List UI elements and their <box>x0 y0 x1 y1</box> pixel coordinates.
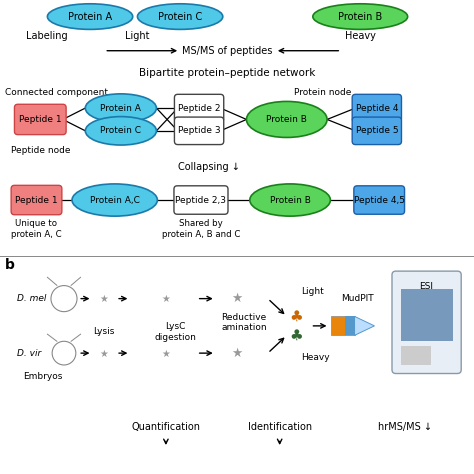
Text: LysC
digestion: LysC digestion <box>155 322 196 341</box>
FancyBboxPatch shape <box>174 94 224 122</box>
Bar <box>401 289 453 341</box>
Text: Identification: Identification <box>247 421 312 432</box>
Ellipse shape <box>85 94 156 122</box>
Text: Protein B: Protein B <box>266 115 307 124</box>
Text: $\bigstar$: $\bigstar$ <box>231 292 243 305</box>
Text: Protein C: Protein C <box>158 11 202 22</box>
Text: Peptide 2,3: Peptide 2,3 <box>175 196 227 204</box>
Text: hrMS/MS ↓: hrMS/MS ↓ <box>378 421 432 432</box>
Ellipse shape <box>250 184 330 216</box>
Text: $\bigstar$: $\bigstar$ <box>231 346 243 360</box>
Text: $\clubsuit$: $\clubsuit$ <box>289 328 303 343</box>
Text: D. vir: D. vir <box>17 349 41 357</box>
Bar <box>401 346 431 365</box>
FancyBboxPatch shape <box>174 186 228 214</box>
Text: Lysis: Lysis <box>93 328 115 336</box>
Text: Heavy: Heavy <box>345 31 376 41</box>
Text: Peptide 3: Peptide 3 <box>178 127 220 135</box>
Text: $\bigstar$: $\bigstar$ <box>161 293 171 304</box>
FancyBboxPatch shape <box>352 117 401 145</box>
Text: Quantification: Quantification <box>131 421 201 432</box>
Ellipse shape <box>137 4 223 29</box>
Text: Collapsing ↓: Collapsing ↓ <box>178 162 239 172</box>
Text: Protein C: Protein C <box>100 127 141 135</box>
Text: Light: Light <box>125 31 150 41</box>
FancyBboxPatch shape <box>354 186 405 214</box>
Text: MudPIT: MudPIT <box>342 294 374 303</box>
Ellipse shape <box>52 341 76 365</box>
Text: Light: Light <box>301 287 324 296</box>
FancyBboxPatch shape <box>352 94 401 122</box>
Ellipse shape <box>85 117 156 145</box>
Ellipse shape <box>313 4 408 29</box>
Text: Embryos: Embryos <box>23 373 63 381</box>
FancyBboxPatch shape <box>174 117 224 145</box>
Polygon shape <box>355 317 374 336</box>
Text: Peptide 2: Peptide 2 <box>178 104 220 112</box>
Text: Peptide 4: Peptide 4 <box>356 104 398 112</box>
Bar <box>345 317 355 336</box>
Text: Peptide 1: Peptide 1 <box>19 115 62 124</box>
Ellipse shape <box>246 101 327 137</box>
Ellipse shape <box>51 285 77 312</box>
Bar <box>331 317 355 336</box>
Text: Peptide 1: Peptide 1 <box>15 196 58 204</box>
Ellipse shape <box>72 184 157 216</box>
Text: MS/MS of peptides: MS/MS of peptides <box>182 46 273 56</box>
Text: Protein A: Protein A <box>68 11 112 22</box>
Text: Protein B: Protein B <box>270 196 310 204</box>
Text: $\bigstar$: $\bigstar$ <box>161 347 171 359</box>
Text: Peptide 4,5: Peptide 4,5 <box>354 196 405 204</box>
Ellipse shape <box>47 4 133 29</box>
Text: Bipartite protein–peptide network: Bipartite protein–peptide network <box>139 68 316 79</box>
Text: Protein A,C: Protein A,C <box>90 196 140 204</box>
Text: Protein A: Protein A <box>100 104 141 112</box>
Text: D. mel: D. mel <box>17 294 46 303</box>
Text: Shared by
protein A, B and C: Shared by protein A, B and C <box>162 219 240 239</box>
Text: $\bigstar$: $\bigstar$ <box>99 293 109 304</box>
Text: $\bigstar$: $\bigstar$ <box>99 347 109 359</box>
Text: ESI: ESI <box>419 283 434 291</box>
Text: Heavy: Heavy <box>301 354 329 362</box>
FancyBboxPatch shape <box>11 185 62 215</box>
Text: $\clubsuit$: $\clubsuit$ <box>289 309 303 324</box>
FancyBboxPatch shape <box>15 104 66 135</box>
Text: Peptide 5: Peptide 5 <box>356 127 398 135</box>
Text: Reductive
amination: Reductive amination <box>221 313 267 332</box>
Text: Protein node: Protein node <box>294 88 351 97</box>
Text: Labeling: Labeling <box>26 31 68 41</box>
Text: Unique to
protein A, C: Unique to protein A, C <box>11 219 62 239</box>
Text: Connected component: Connected component <box>5 88 108 97</box>
Text: Peptide node: Peptide node <box>10 146 70 155</box>
FancyBboxPatch shape <box>392 271 461 374</box>
Text: Protein B: Protein B <box>338 11 383 22</box>
Text: b: b <box>5 258 15 273</box>
